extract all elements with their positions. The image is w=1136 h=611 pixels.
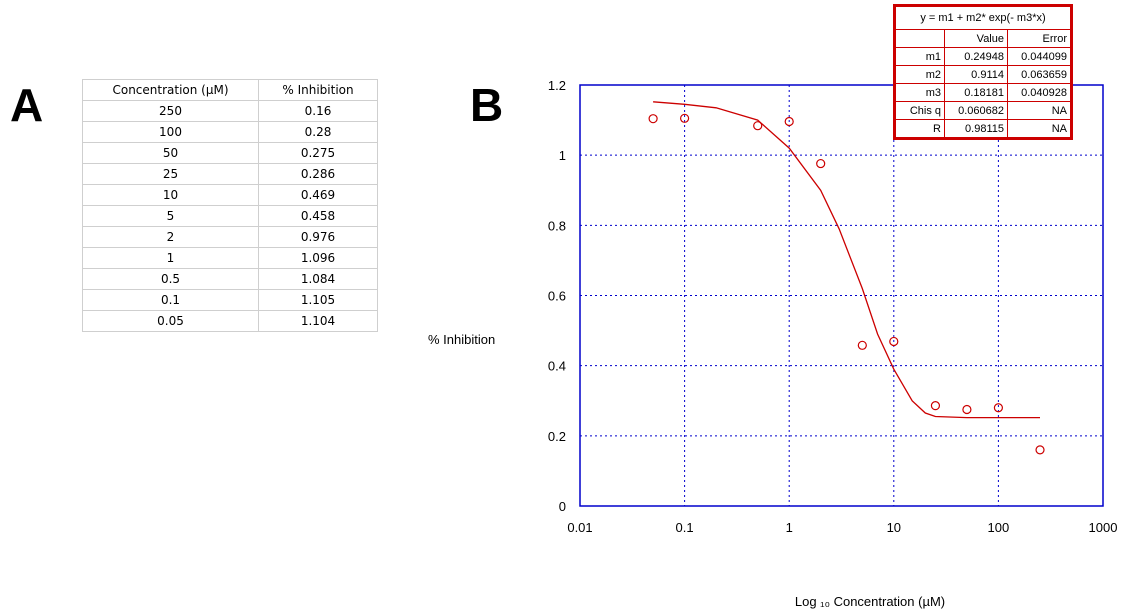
table-row: 5 0.458 — [82, 205, 378, 227]
fit-curve-line — [653, 101, 1040, 419]
fit-parameters-body: m1 0.24948 0.044099 m2 0.9114 0.063659 m3 0.181… — [895, 47, 1071, 138]
data-point — [962, 404, 972, 415]
x-tick-label: 0.1 — [676, 520, 694, 535]
column-header-concentration: Concentration (µM) — [82, 79, 259, 101]
x-tick-label: 10 — [887, 520, 901, 535]
table-header-row: Concentration (µM) % Inhibition — [82, 79, 378, 101]
data-point — [784, 116, 794, 127]
data-points — [648, 113, 1045, 455]
y-tick-label: 0.2 — [548, 429, 566, 444]
parameter-value: 0.24948 — [944, 47, 1008, 66]
fit-header-error: Error — [1007, 29, 1071, 48]
fit-parameter-row: R 0.98115 NA — [895, 119, 1071, 138]
panel-label-a: A — [10, 79, 44, 131]
data-point — [753, 121, 763, 131]
table-row: 0.1 1.105 — [82, 289, 378, 311]
table-row: 50 0.275 — [82, 142, 378, 164]
parameter-name: m3 — [895, 83, 945, 102]
y-tick-label: 1 — [559, 148, 566, 163]
parameter-value: 0.060682 — [944, 101, 1008, 120]
data-point — [857, 340, 867, 350]
table-row: 0.5 1.084 — [82, 268, 378, 290]
inhibition-cell: 1.104 — [258, 310, 378, 332]
table-row: 25 0.286 — [82, 163, 378, 185]
panel-label-b: B — [470, 79, 504, 131]
grid-lines — [580, 85, 1103, 506]
data-point — [930, 401, 941, 411]
axis-tick-labels: 0.01 0.1 1 10 100 1000 0 0.2 0.4 0.6 0.8 1 1.2 — [548, 78, 1118, 535]
table-row: 0.05 1.104 — [82, 310, 378, 332]
parameter-error: 0.044099 — [1007, 47, 1071, 66]
x-axis-label: Log ₁₀ Concentration (µM) — [795, 594, 945, 609]
y-tick-label: 0 — [559, 499, 566, 514]
parameter-error: NA — [1007, 101, 1071, 120]
fit-parameter-row: m3 0.18181 0.040928 — [895, 83, 1071, 102]
fit-parameters-box: y = m1 + m2* exp(- m3*x) Value Error m1 0… — [893, 4, 1073, 140]
fit-equation: y = m1 + m2* exp(- m3*x) — [895, 6, 1071, 30]
x-tick-label: 1000 — [1089, 520, 1118, 535]
fit-parameter-row: m1 0.24948 0.044099 — [895, 47, 1071, 66]
data-point — [993, 403, 1004, 413]
parameter-error: 0.063659 — [1007, 65, 1071, 84]
fit-parameter-row: Chis q 0.060682 NA — [895, 101, 1071, 120]
y-tick-label: 0.8 — [548, 218, 566, 233]
table-row: 1 1.096 — [82, 247, 378, 269]
parameter-value: 0.18181 — [944, 83, 1008, 102]
concentration-cell: 25 — [82, 163, 259, 185]
parameter-name: R — [895, 119, 945, 138]
inhibition-cell: 1.084 — [258, 268, 378, 290]
concentration-table: Concentration (µM) % Inhibition 250 0.16 1… — [82, 79, 378, 332]
data-point — [889, 336, 899, 347]
parameter-error: 0.040928 — [1007, 83, 1071, 102]
column-header-inhibition: % Inhibition — [258, 79, 378, 101]
plot-area-frame — [579, 84, 1104, 507]
data-point — [1035, 445, 1045, 455]
fit-parameter-row: m2 0.9114 0.063659 — [895, 65, 1071, 84]
parameter-value: 0.9114 — [944, 65, 1008, 84]
parameter-name: m1 — [895, 47, 945, 66]
x-tick-label: 1 — [786, 520, 793, 535]
concentration-cell: 0.05 — [82, 310, 259, 332]
data-point — [816, 158, 826, 169]
x-tick-label: 100 — [988, 520, 1010, 535]
parameter-name: Chis q — [895, 101, 945, 120]
data-point — [679, 113, 690, 123]
table-row: 10 0.469 — [82, 184, 378, 206]
fit-header-value: Value — [944, 29, 1008, 48]
y-axis-label: % Inhibition — [428, 332, 495, 347]
data-point — [648, 114, 658, 124]
x-tick-label: 0.01 — [567, 520, 592, 535]
y-tick-label: 1.2 — [548, 78, 566, 93]
table-row: 250 0.16 — [82, 100, 378, 122]
inhibition-cell: 0.286 — [258, 163, 378, 185]
fit-header-blank — [895, 29, 945, 48]
parameter-value: 0.98115 — [944, 119, 1008, 138]
parameter-error: NA — [1007, 119, 1071, 138]
inhibition-cell: 0.976 — [258, 226, 378, 248]
y-tick-label: 0.6 — [548, 289, 566, 304]
concentration-table-body: 250 0.16 100 0.28 50 0.275 25 0.286 10 0.469 5 0.45… — [82, 100, 378, 332]
table-row: 2 0.976 — [82, 226, 378, 248]
inhibition-cell: 0.16 — [258, 100, 378, 122]
inhibition-cell: 1.105 — [258, 289, 378, 311]
parameter-name: m2 — [895, 65, 945, 84]
y-tick-label: 0.4 — [548, 359, 566, 374]
